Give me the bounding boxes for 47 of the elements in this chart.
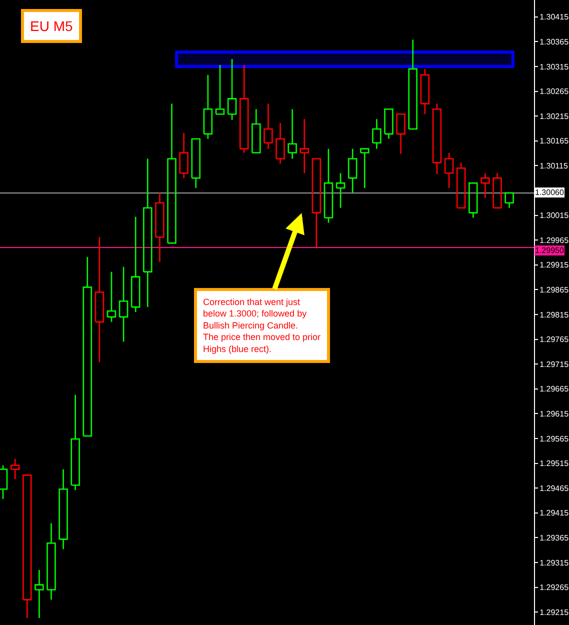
candlestick bbox=[143, 158, 152, 308]
candlestick bbox=[372, 118, 382, 150]
y-tick-label: 1.30115 bbox=[540, 161, 568, 170]
y-tick-label: 1.29315 bbox=[540, 558, 569, 568]
y-tick-label: 1.30165 bbox=[540, 136, 569, 146]
annotation: Correction that went just below 1.3000; followed by Bullish Piercing Candle. The price then moved to prior Highs (blue rect). bbox=[203, 297, 321, 354]
candlestick bbox=[179, 132, 188, 179]
candlestick bbox=[34, 569, 44, 619]
y-tick-label: 1.29765 bbox=[540, 335, 569, 344]
candlestick bbox=[336, 172, 346, 208]
y-tick-label: 1.30015 bbox=[540, 211, 569, 220]
y-tick-label: 1.30365 bbox=[540, 37, 569, 46]
y-tick-label: 1.29365 bbox=[540, 534, 569, 542]
candlestick bbox=[155, 192, 164, 263]
candlestick bbox=[276, 122, 285, 164]
y-tick-label: 1.29515 bbox=[540, 459, 569, 468]
y-tick-label: 1.29815 bbox=[540, 310, 569, 320]
y-tick-label: 1.29465 bbox=[540, 484, 569, 493]
y-tick-label: 1.29565 bbox=[540, 434, 569, 444]
y-tick-label: 1.29715 bbox=[540, 360, 569, 369]
candlestick bbox=[130, 216, 140, 313]
y-tick-label: 1.29865 bbox=[540, 285, 569, 294]
candlestick bbox=[94, 236, 104, 363]
candlestick bbox=[300, 118, 309, 174]
y-tick-label: 1.29915 bbox=[540, 260, 569, 270]
candlestick bbox=[480, 172, 490, 199]
ref-line-label: 1.30060 bbox=[535, 188, 564, 197]
candlestick bbox=[239, 64, 249, 154]
candlestick bbox=[58, 468, 68, 550]
ref-line-label: 1.29950 bbox=[535, 246, 564, 255]
y-tick-label: 1.30265 bbox=[540, 87, 569, 96]
y-tick-label: 1.29665 bbox=[540, 384, 569, 394]
y-tick-label: 1.29615 bbox=[540, 409, 569, 418]
y-tick-label: 1.29215 bbox=[540, 608, 569, 617]
y-tick-label: 1.29265 bbox=[540, 583, 569, 592]
candlestick bbox=[264, 103, 273, 150]
candlestick bbox=[70, 394, 80, 491]
candlestick bbox=[46, 522, 56, 600]
y-tick-label: 1.30415 bbox=[540, 12, 569, 22]
y-tick-label: 1.30315 bbox=[540, 62, 569, 72]
y-tick-label: 1.29415 bbox=[540, 508, 569, 518]
y-tick-label: 1.30215 bbox=[540, 112, 569, 121]
candlestick bbox=[348, 148, 358, 194]
candlestick bbox=[118, 266, 128, 342]
y-tick-label: 1.29965 bbox=[540, 236, 569, 245]
text: EU M5 bbox=[30, 18, 73, 34]
candlestick bbox=[288, 108, 297, 160]
